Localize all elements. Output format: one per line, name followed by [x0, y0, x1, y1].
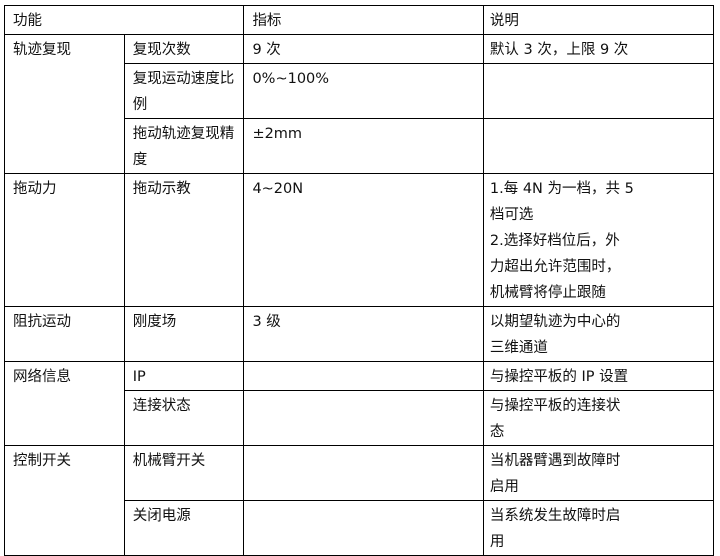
description-cell: 当机器臂遇到故障时 启用	[482, 445, 715, 501]
description-line: 与操控平板的连接状	[489, 398, 621, 414]
description-line: 三维通道	[489, 340, 548, 356]
function-group: 网络信息	[4, 361, 125, 446]
header-description: 说明	[482, 5, 715, 35]
item-name: 复现次数	[123, 34, 245, 64]
metric-value: 3 级	[243, 306, 484, 362]
item-name: 拖动示教	[123, 173, 245, 307]
table-row: 连接状态 与操控平板的连接状态	[5, 390, 715, 446]
description-line: 当系统发生故障时启	[489, 508, 621, 524]
table-row: 网络信息 IP 与操控平板的 IP 设置	[4, 361, 715, 446]
header-metric: 指标	[243, 5, 484, 35]
description-line: 2.选择好档位后，外	[489, 233, 620, 249]
description-cell: 当系统发生故障时启用	[482, 500, 715, 556]
item-name: 关闭电源	[123, 500, 245, 556]
description-line: 档可选	[489, 207, 534, 223]
description-line: 机械臂将停止跟随	[489, 285, 606, 301]
header-function: 功能	[3, 5, 245, 35]
metric-value	[243, 445, 484, 501]
metric-value: 0%~100%	[243, 63, 484, 119]
table-row: 控制开关 机械臂开关 当机器臂遇到故障时 启用	[4, 445, 715, 556]
description-cell: 以期望轨迹为中心的 三维通道	[482, 306, 715, 362]
function-group: 阻抗运动	[4, 306, 125, 362]
description-line: 默认 3 次，上限 9 次	[489, 42, 629, 58]
metric-value	[243, 390, 484, 446]
metric-value	[243, 361, 484, 391]
item-name: 复现运动速度比例	[123, 63, 245, 119]
item-name: 连接状态	[123, 390, 245, 446]
metric-value: 4~20N	[243, 173, 484, 307]
description-line: 与操控平板的 IP 设置	[489, 369, 629, 385]
description-cell: 与操控平板的连接状态	[482, 390, 715, 446]
metric-value: 9 次	[243, 34, 484, 64]
description-line: 以期望轨迹为中心的	[489, 314, 621, 330]
description-line: 启用	[489, 479, 519, 495]
table-row: 阻抗运动 刚度场 3 级以期望轨迹为中心的 三维通道	[4, 306, 715, 362]
header-row: 功能 指标 说明	[3, 5, 715, 35]
description-cell	[482, 63, 715, 119]
description-line: 当机器臂遇到故障时	[489, 453, 621, 469]
description-line: 态	[489, 424, 505, 440]
table-row: 拖动力 拖动示教 4~20N 1.每 4N 为一档，共 5 档可选 2.选择好档位后，外力…	[4, 173, 715, 307]
description-line: 1.每 4N 为一档，共 5	[489, 181, 634, 197]
function-group: 轨迹复现	[4, 34, 125, 174]
description-cell	[482, 118, 715, 174]
spec-table: 功能 指标 说明 轨迹复现 复现次数 9 次默认 3 次，上限 9 次复现运动速度比…	[3, 5, 715, 556]
description-line: 力超出允许范围时，	[489, 259, 621, 275]
function-group: 拖动力	[4, 173, 125, 307]
description-cell: 与操控平板的 IP 设置	[482, 361, 715, 391]
item-name: 刚度场	[123, 306, 245, 362]
item-name: 拖动轨迹复现精度	[123, 118, 245, 174]
function-group: 控制开关	[4, 445, 125, 556]
table-row: 轨迹复现 复现次数 9 次默认 3 次，上限 9 次	[4, 34, 715, 174]
description-cell: 默认 3 次，上限 9 次	[482, 34, 715, 64]
table-row: 复现运动速度比例 0%~100%	[5, 63, 715, 119]
metric-value	[243, 500, 484, 556]
metric-value: ±2mm	[243, 118, 484, 174]
description-line: 用	[489, 534, 505, 550]
table-row: 拖动轨迹复现精度 ±2mm	[5, 118, 715, 174]
description-cell: 1.每 4N 为一档，共 5 档可选 2.选择好档位后，外 力超出允许范围时， 机械臂将…	[482, 173, 715, 307]
item-name: 机械臂开关	[123, 445, 245, 501]
item-name: IP	[123, 361, 245, 391]
